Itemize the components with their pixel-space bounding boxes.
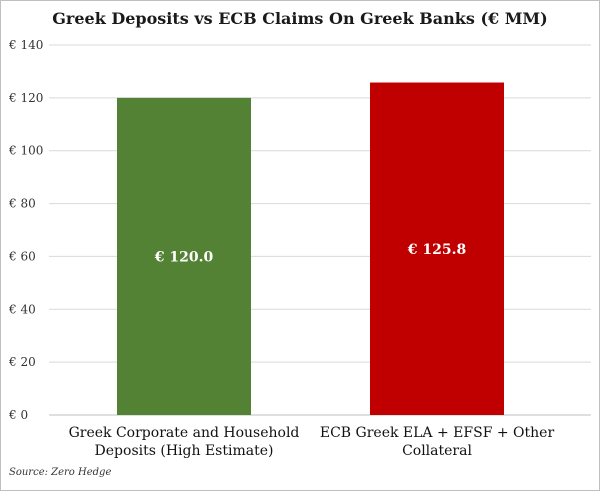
- bars: € 120.0 € 125.8: [117, 82, 504, 416]
- y-tick-label: € 120: [8, 91, 43, 105]
- y-tick-label: € 140: [8, 38, 43, 52]
- y-tick-label: € 100: [8, 144, 43, 158]
- chart-title: Greek Deposits vs ECB Claims On Greek Ba…: [52, 9, 548, 28]
- x-category-label: Collateral: [402, 443, 472, 459]
- x-axis-category-labels: Greek Corporate and Household Deposits (H…: [69, 425, 555, 459]
- y-tick-label: € 0: [8, 408, 28, 422]
- y-tick-label: € 60: [8, 249, 36, 263]
- bar-data-label: € 125.8: [407, 242, 466, 258]
- x-category-label: Greek Corporate and Household: [69, 425, 300, 441]
- y-tick-label: € 20: [8, 355, 36, 369]
- bar: [370, 82, 504, 416]
- y-tick-label: € 80: [8, 197, 36, 211]
- x-category-label: Deposits (High Estimate): [95, 443, 274, 459]
- bar-data-label: € 120.0: [154, 249, 214, 265]
- y-tick-label: € 40: [8, 302, 36, 316]
- source-note: Source: Zero Hedge: [9, 467, 112, 478]
- y-axis-tick-labels: € 0 € 20 € 40 € 60 € 80 € 100 € 120 € 140: [8, 38, 43, 422]
- x-category-label: ECB Greek ELA + EFSF + Other: [320, 425, 555, 441]
- bar: [117, 97, 251, 415]
